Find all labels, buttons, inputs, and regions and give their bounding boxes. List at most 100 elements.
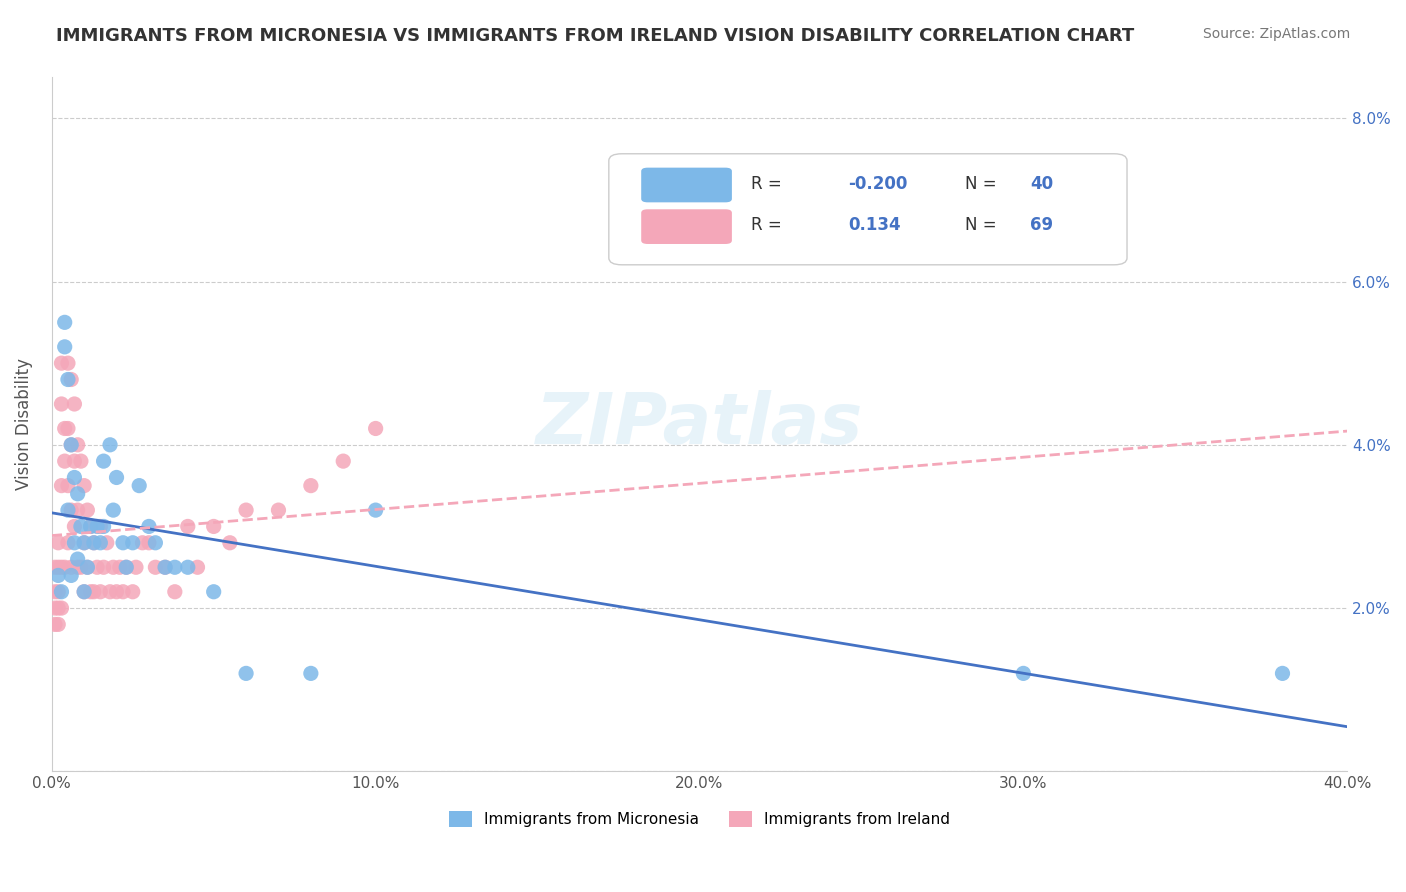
Point bbox=[53, 454, 76, 468]
Point bbox=[73, 535, 96, 549]
Point bbox=[60, 438, 83, 452]
Text: Source: ZipAtlas.com: Source: ZipAtlas.com bbox=[1202, 27, 1350, 41]
Point bbox=[66, 438, 89, 452]
Point bbox=[145, 560, 167, 574]
Point bbox=[83, 535, 105, 549]
Text: -0.200: -0.200 bbox=[848, 175, 908, 193]
Text: 0.134: 0.134 bbox=[848, 216, 901, 235]
Point bbox=[1271, 666, 1294, 681]
Point bbox=[121, 584, 143, 599]
Point bbox=[66, 503, 89, 517]
Text: N =: N = bbox=[965, 216, 1002, 235]
Point bbox=[219, 535, 242, 549]
Point bbox=[186, 560, 208, 574]
Point bbox=[51, 584, 73, 599]
Point bbox=[89, 535, 111, 549]
Point bbox=[53, 560, 76, 574]
Point bbox=[53, 421, 76, 435]
Point bbox=[202, 584, 225, 599]
Point bbox=[73, 478, 96, 492]
Point bbox=[235, 503, 257, 517]
Point bbox=[56, 478, 79, 492]
Text: IMMIGRANTS FROM MICRONESIA VS IMMIGRANTS FROM IRELAND VISION DISABILITY CORRELAT: IMMIGRANTS FROM MICRONESIA VS IMMIGRANTS… bbox=[56, 27, 1135, 45]
Text: R =: R = bbox=[751, 175, 787, 193]
Point bbox=[63, 454, 86, 468]
Point bbox=[138, 535, 160, 549]
Text: 69: 69 bbox=[1029, 216, 1053, 235]
Point bbox=[76, 503, 98, 517]
Point bbox=[79, 584, 101, 599]
Point bbox=[131, 535, 153, 549]
Point bbox=[44, 560, 66, 574]
Point bbox=[60, 372, 83, 386]
Point bbox=[76, 560, 98, 574]
Point bbox=[51, 397, 73, 411]
Point bbox=[51, 356, 73, 370]
Point bbox=[93, 560, 115, 574]
Point bbox=[153, 560, 176, 574]
Point bbox=[53, 315, 76, 329]
FancyBboxPatch shape bbox=[641, 168, 733, 202]
Point bbox=[267, 503, 290, 517]
Text: ZIPatlas: ZIPatlas bbox=[536, 390, 863, 458]
Point bbox=[56, 535, 79, 549]
Point bbox=[79, 519, 101, 533]
Point bbox=[51, 560, 73, 574]
Point bbox=[163, 560, 186, 574]
Point bbox=[108, 560, 131, 574]
Point bbox=[44, 617, 66, 632]
Point bbox=[51, 601, 73, 615]
Point bbox=[46, 535, 69, 549]
Point bbox=[86, 560, 108, 574]
Point bbox=[163, 584, 186, 599]
Point bbox=[56, 372, 79, 386]
Point bbox=[299, 478, 322, 492]
Point bbox=[46, 568, 69, 582]
Point bbox=[153, 560, 176, 574]
Point bbox=[66, 552, 89, 566]
Point bbox=[73, 584, 96, 599]
Point bbox=[83, 535, 105, 549]
Point bbox=[46, 584, 69, 599]
Point bbox=[56, 503, 79, 517]
Point bbox=[121, 535, 143, 549]
Point bbox=[44, 601, 66, 615]
Point bbox=[46, 560, 69, 574]
Point bbox=[46, 617, 69, 632]
Point bbox=[177, 560, 200, 574]
Point bbox=[115, 560, 138, 574]
Point bbox=[364, 421, 387, 435]
Point bbox=[70, 454, 93, 468]
FancyBboxPatch shape bbox=[641, 210, 733, 244]
Point bbox=[60, 438, 83, 452]
Point bbox=[235, 666, 257, 681]
Point bbox=[98, 584, 121, 599]
Text: R =: R = bbox=[751, 216, 787, 235]
Point bbox=[364, 503, 387, 517]
Point bbox=[70, 519, 93, 533]
Point bbox=[79, 519, 101, 533]
Point bbox=[96, 535, 118, 549]
Point bbox=[89, 584, 111, 599]
Point bbox=[63, 535, 86, 549]
Point bbox=[83, 584, 105, 599]
Point bbox=[111, 535, 134, 549]
Point bbox=[44, 584, 66, 599]
Point bbox=[111, 584, 134, 599]
Point bbox=[1012, 666, 1035, 681]
Point bbox=[51, 478, 73, 492]
Point bbox=[128, 478, 150, 492]
Point bbox=[60, 560, 83, 574]
Point bbox=[103, 560, 125, 574]
Point bbox=[76, 560, 98, 574]
Point bbox=[89, 519, 111, 533]
Point bbox=[98, 438, 121, 452]
Point bbox=[125, 560, 148, 574]
Point bbox=[332, 454, 354, 468]
Point bbox=[66, 560, 89, 574]
Point bbox=[63, 519, 86, 533]
Text: N =: N = bbox=[965, 175, 1002, 193]
Y-axis label: Vision Disability: Vision Disability bbox=[15, 359, 32, 491]
Point bbox=[299, 666, 322, 681]
Point bbox=[63, 470, 86, 484]
